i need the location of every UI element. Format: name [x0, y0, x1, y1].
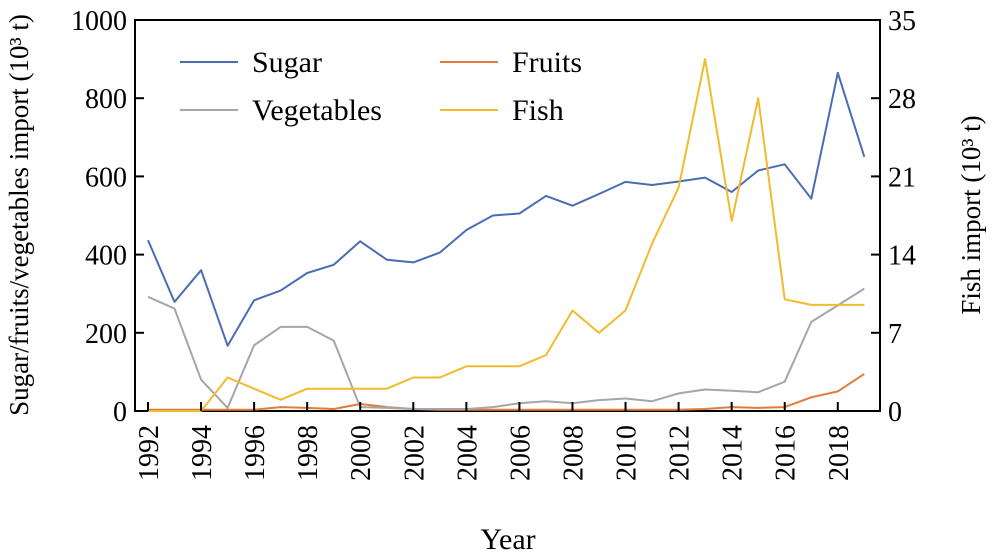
x-tick-label: 1998 — [293, 425, 324, 481]
series-line-vegetables — [147, 287, 865, 410]
x-tick-label: 2000 — [346, 425, 377, 481]
legend-label-fruits: Fruits — [512, 46, 582, 79]
y-right-tick-label: 0 — [888, 397, 902, 428]
x-tick-label: 2016 — [771, 425, 802, 481]
series-layer — [147, 58, 866, 412]
y-axis-label-right: Fish import (10³ t) — [956, 115, 986, 314]
y-left-tick-label: 200 — [85, 319, 127, 350]
legend-label-fish: Fish — [512, 94, 564, 127]
legend: Sugar Fruits Vegetables Fish — [180, 46, 582, 127]
y-right-tick-label: 14 — [888, 241, 916, 272]
series-line-sugar — [147, 71, 866, 347]
x-tick-label: 1994 — [187, 425, 218, 481]
x-tick-label: 2010 — [612, 425, 643, 481]
series-line-fish — [148, 58, 865, 412]
series-line-fruits — [148, 373, 865, 411]
y-right-tick-label: 21 — [888, 162, 916, 193]
y-left-tick-label: 1000 — [71, 6, 127, 37]
y-left-tick-label: 400 — [85, 241, 127, 272]
y-right-tick-label: 28 — [888, 84, 916, 115]
x-tick-label: 2006 — [505, 425, 536, 481]
y-left-tick-label: 0 — [113, 397, 127, 428]
x-tick-label: 1992 — [134, 425, 165, 481]
ticks-layer: 0 200 400 600 800 1000 0 7 14 21 28 35 1992 1994 1996 1… — [71, 6, 916, 481]
x-tick-label: 2004 — [452, 425, 483, 481]
x-tick-label: 2002 — [399, 425, 430, 481]
plot-area-frame — [134, 19, 881, 412]
x-tick-label: 1996 — [240, 425, 271, 481]
y-right-tick-label: 35 — [888, 6, 916, 37]
legend-label-vegetables: Vegetables — [252, 94, 382, 127]
y-left-tick-label: 800 — [85, 84, 127, 115]
x-axis-label: Year — [480, 523, 535, 555]
y-axis-label-left: Sugar/fruits/vegetables import (10³ t) — [4, 14, 34, 416]
y-right-tick-label: 7 — [888, 319, 902, 350]
legend-label-sugar: Sugar — [252, 46, 322, 79]
x-tick-label: 2018 — [824, 425, 855, 481]
x-tick-label: 2014 — [718, 425, 749, 481]
x-tick-label: 2008 — [558, 425, 589, 481]
y-left-tick-label: 600 — [85, 162, 127, 193]
x-tick-label: 2012 — [665, 425, 696, 481]
